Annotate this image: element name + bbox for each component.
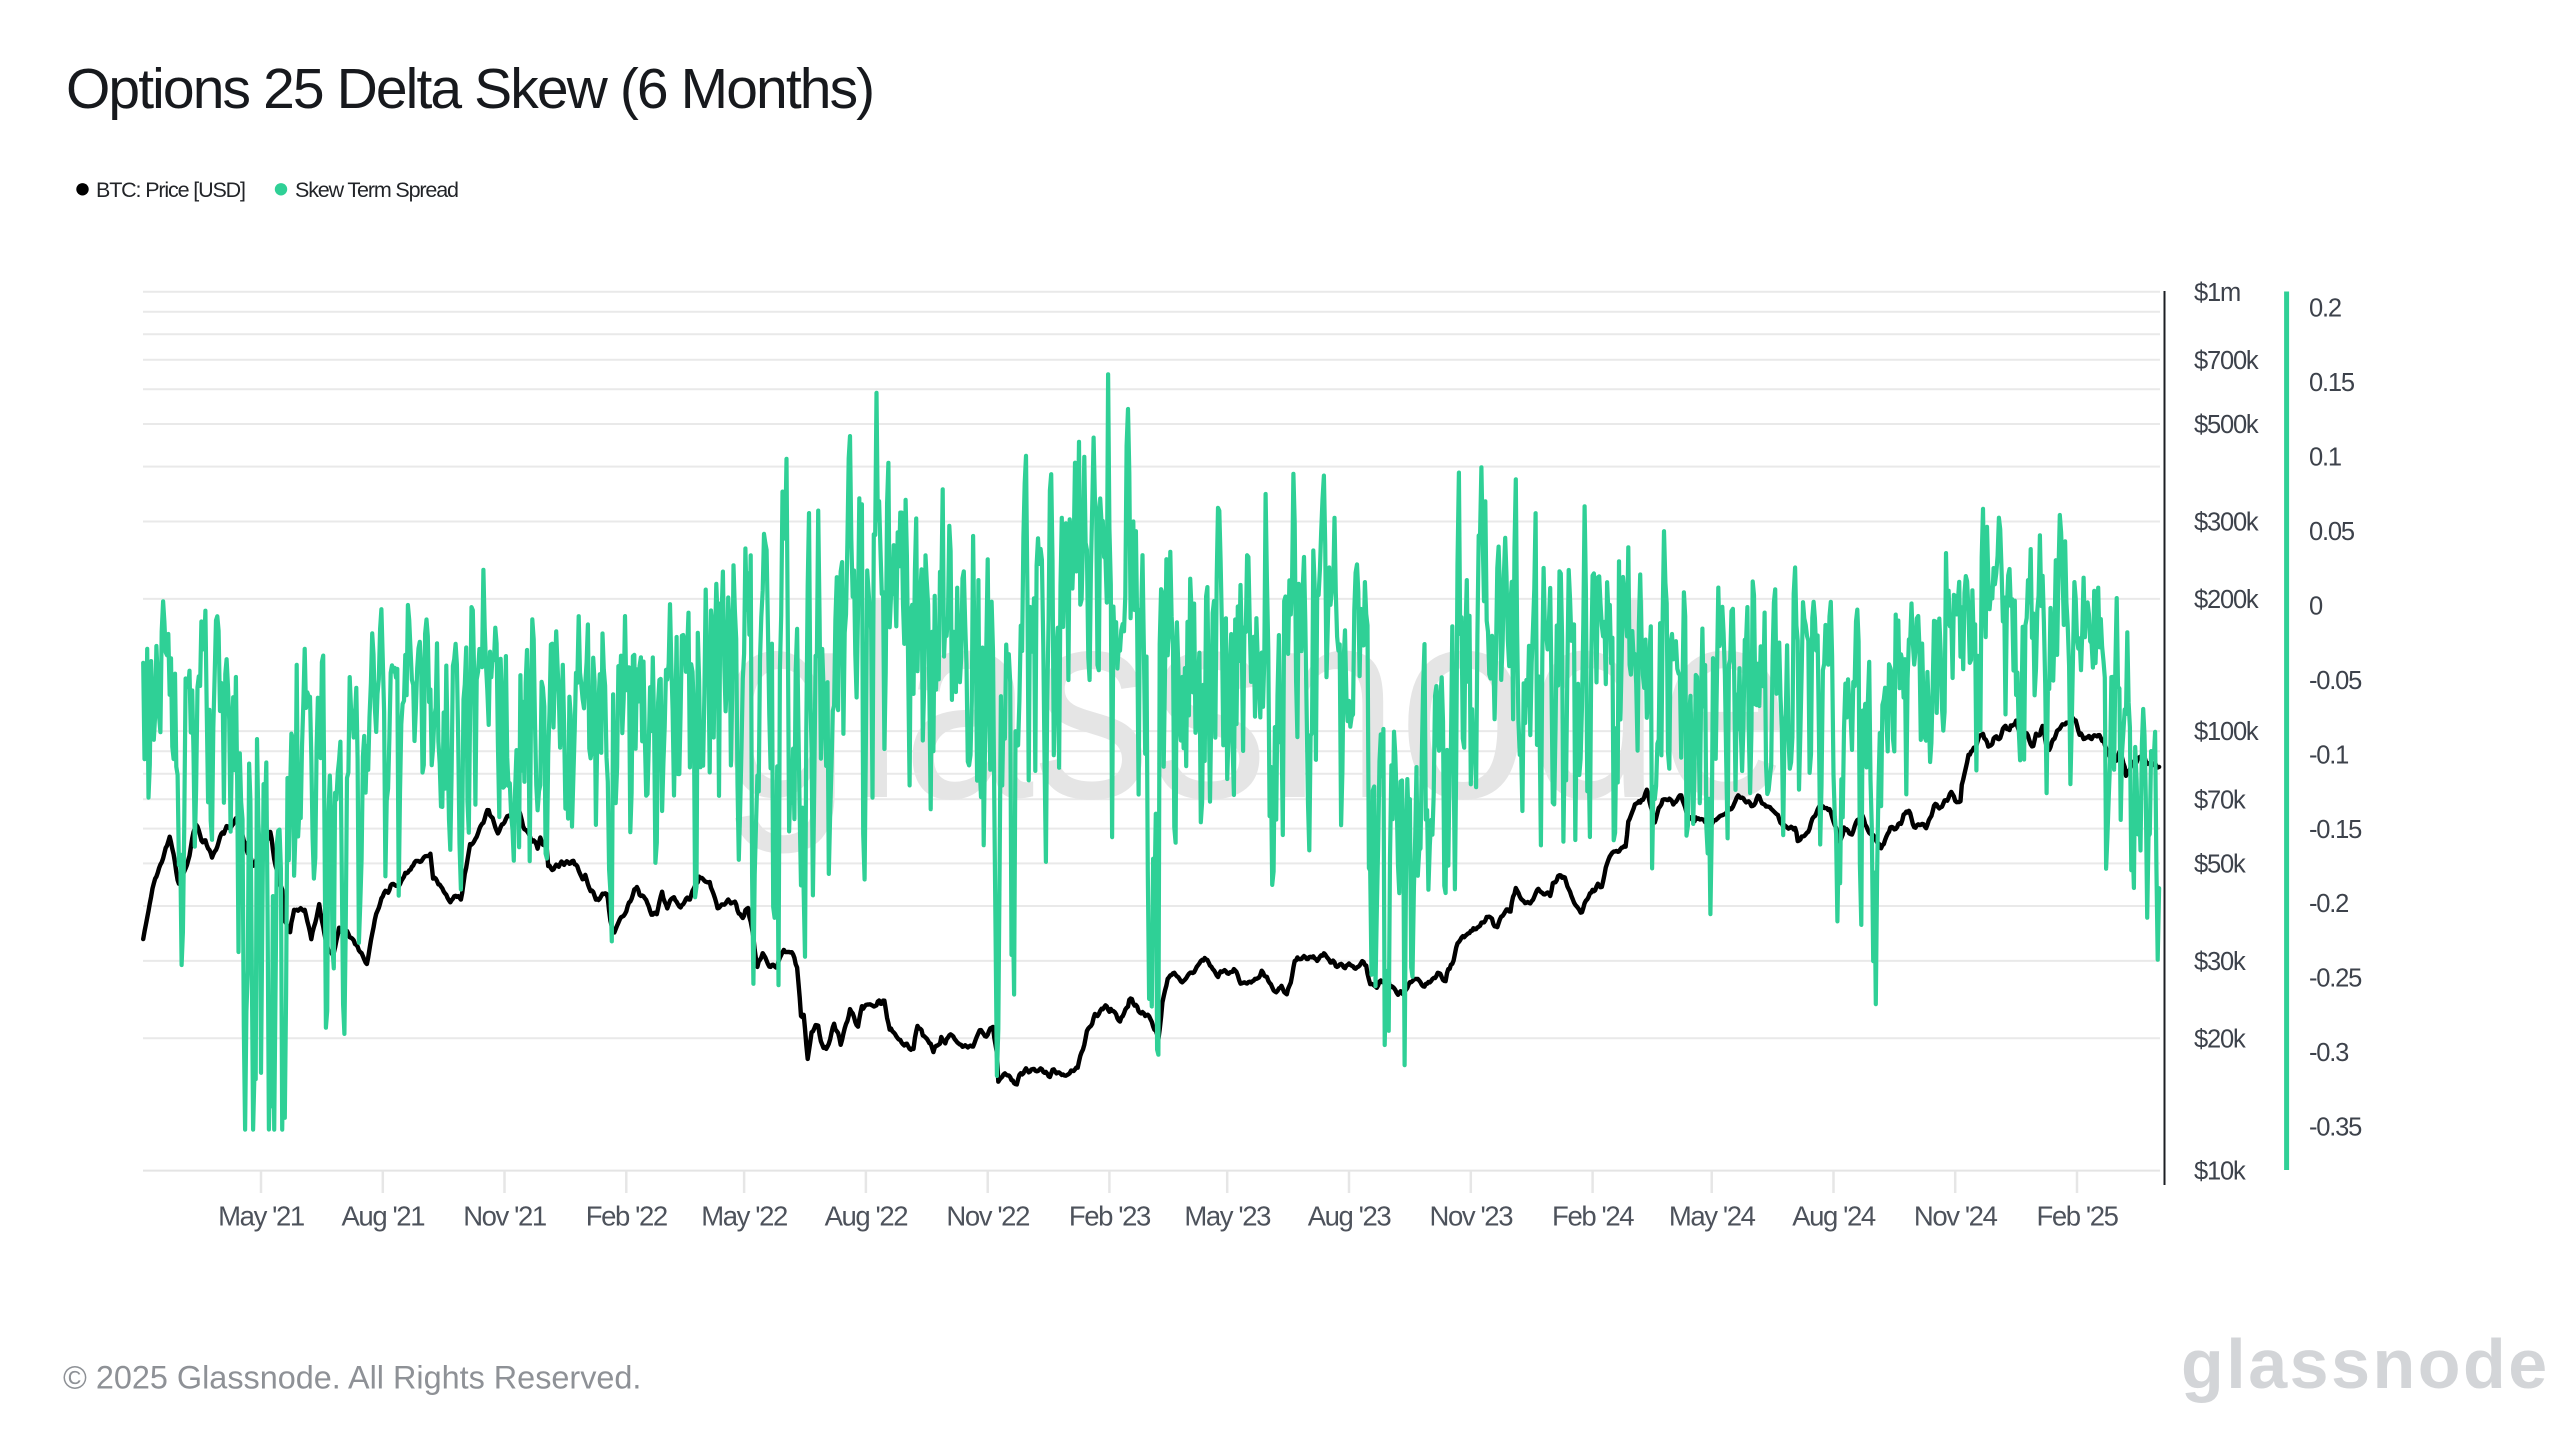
svg-text:0.15: 0.15 <box>2309 369 2355 397</box>
svg-text:Options 25 Delta Skew (6 Month: Options 25 Delta Skew (6 Months) <box>66 57 873 121</box>
svg-text:-0.05: -0.05 <box>2309 667 2362 695</box>
svg-text:$700k: $700k <box>2194 347 2259 375</box>
svg-text:May '24: May '24 <box>1669 1201 1756 1232</box>
svg-text:May '22: May '22 <box>701 1201 787 1232</box>
svg-text:Aug '24: Aug '24 <box>1792 1201 1876 1232</box>
svg-text:$200k: $200k <box>2194 586 2259 614</box>
svg-text:$10k: $10k <box>2194 1158 2246 1186</box>
svg-text:Feb '22: Feb '22 <box>586 1201 667 1232</box>
svg-text:Feb '23: Feb '23 <box>1069 1201 1151 1232</box>
svg-text:BTC: Price [USD]: BTC: Price [USD] <box>96 178 245 202</box>
svg-text:Nov '22: Nov '22 <box>946 1201 1029 1232</box>
svg-text:-0.3: -0.3 <box>2309 1039 2349 1067</box>
svg-text:$100k: $100k <box>2194 718 2259 746</box>
svg-text:Nov '23: Nov '23 <box>1430 1201 1514 1232</box>
svg-text:-0.15: -0.15 <box>2309 816 2362 844</box>
svg-text:$20k: $20k <box>2194 1025 2246 1053</box>
svg-text:Nov '21: Nov '21 <box>463 1201 546 1232</box>
svg-text:Aug '23: Aug '23 <box>1308 1201 1392 1232</box>
svg-text:Feb '24: Feb '24 <box>1552 1201 1634 1232</box>
svg-text:May '23: May '23 <box>1184 1201 1271 1232</box>
svg-text:Nov '24: Nov '24 <box>1914 1201 1998 1232</box>
svg-text:© 2025 Glassnode. All Rights R: © 2025 Glassnode. All Rights Reserved. <box>63 1360 641 1396</box>
svg-text:-0.1: -0.1 <box>2309 741 2348 769</box>
svg-text:$50k: $50k <box>2194 850 2246 878</box>
svg-text:0.05: 0.05 <box>2309 518 2355 546</box>
svg-text:Aug '21: Aug '21 <box>341 1201 424 1232</box>
svg-text:Feb '25: Feb '25 <box>2036 1201 2118 1232</box>
svg-text:Aug '22: Aug '22 <box>825 1201 908 1232</box>
svg-text:May '21: May '21 <box>218 1201 304 1232</box>
svg-text:$30k: $30k <box>2194 948 2246 976</box>
svg-text:$1m: $1m <box>2194 279 2240 307</box>
svg-text:0.1: 0.1 <box>2309 443 2341 471</box>
svg-text:-0.25: -0.25 <box>2309 965 2362 993</box>
svg-text:$70k: $70k <box>2194 786 2246 814</box>
svg-text:$500k: $500k <box>2194 411 2259 439</box>
svg-text:$300k: $300k <box>2194 509 2259 537</box>
svg-text:-0.2: -0.2 <box>2309 890 2348 918</box>
svg-text:Skew Term Spread: Skew Term Spread <box>295 178 458 202</box>
svg-text:glassnode: glassnode <box>2181 1325 2550 1403</box>
svg-text:0: 0 <box>2309 592 2323 620</box>
svg-text:-0.35: -0.35 <box>2309 1114 2362 1142</box>
svg-text:0.2: 0.2 <box>2309 294 2341 322</box>
